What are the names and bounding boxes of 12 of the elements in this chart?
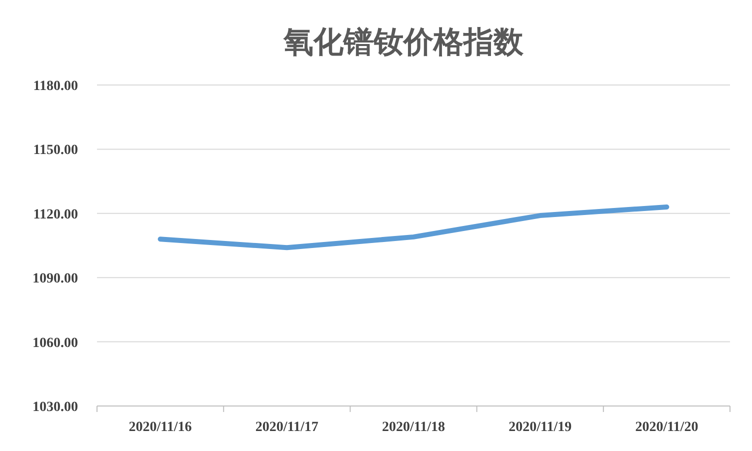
x-tick-label: 2020/11/19 xyxy=(508,420,572,435)
y-tick-label: 1150.00 xyxy=(33,143,78,158)
x-tick-label: 2020/11/17 xyxy=(255,420,318,435)
chart-title: 氧化镨钕价格指数 xyxy=(282,25,524,60)
x-tick-label: 2020/11/20 xyxy=(635,420,698,435)
y-tick-label: 1090.00 xyxy=(32,272,78,287)
y-tick-label: 1030.00 xyxy=(32,400,78,415)
y-tick-label: 1120.00 xyxy=(33,207,78,222)
y-tick-label: 1060.00 xyxy=(32,336,78,351)
x-tick-label: 2020/11/18 xyxy=(382,420,446,435)
y-tick-label: 1180.00 xyxy=(33,79,78,94)
x-tick-label: 2020/11/16 xyxy=(128,420,192,435)
